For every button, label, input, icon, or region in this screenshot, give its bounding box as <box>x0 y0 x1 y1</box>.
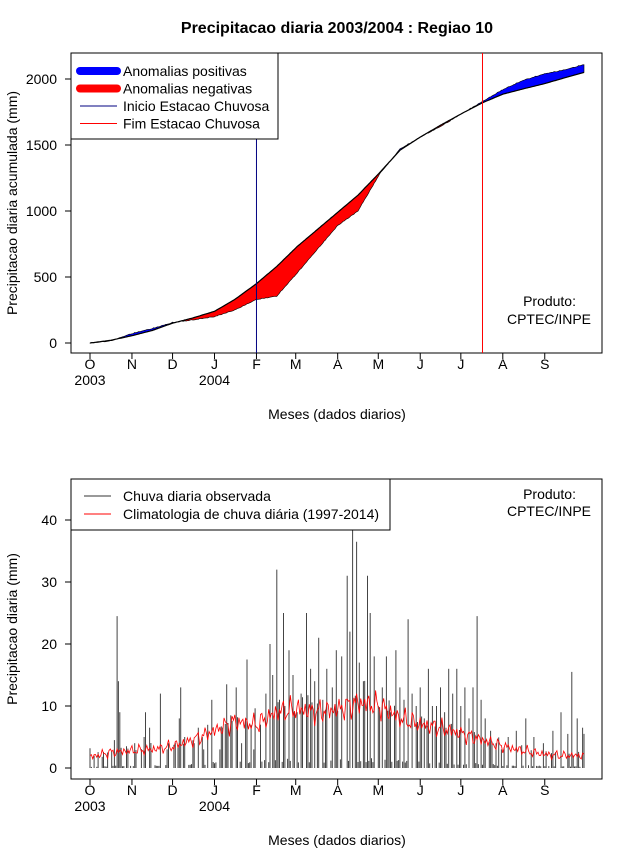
y-axis-label: Precipitacao diaria (mm) <box>4 553 20 705</box>
x-tick-label: M <box>372 782 384 798</box>
product-annotation: CPTEC/INPE <box>507 311 591 327</box>
x-tick-label: D <box>167 356 177 372</box>
y-tick-label: 40 <box>41 512 57 528</box>
negative-anomaly-area <box>176 162 389 323</box>
x-tick-label: J <box>457 356 464 372</box>
chart-title: Precipitacao diaria 2003/2004 : Regiao 1… <box>181 20 493 37</box>
y-tick-label: 0 <box>49 760 57 776</box>
legend-label: Inicio Estacao Chuvosa <box>123 98 270 114</box>
x-tick-label: M <box>290 356 302 372</box>
y-tick-label: 30 <box>41 574 57 590</box>
x-tick-label: J <box>211 356 218 372</box>
accumulated-chart: O N D J F M A M J J A S 2003 2004 Meses (dados diarios… <box>4 52 603 422</box>
x-tick-label: S <box>540 782 549 798</box>
legend-label: Climatologia de chuva diária (1997-2014) <box>123 506 379 522</box>
y-tick-label: 0 <box>49 335 57 351</box>
x-tick-label: S <box>540 356 549 372</box>
x-tick-label: D <box>167 782 177 798</box>
x-tick-label: O <box>85 782 96 798</box>
x-tick-label: J <box>417 356 424 372</box>
legend-label: Chuva diaria observada <box>123 488 271 504</box>
y-tick-label: 10 <box>41 698 57 714</box>
legend: Anomalias positivas Anomalias negativasIn… <box>70 52 279 140</box>
year-label: 2004 <box>199 372 230 388</box>
legend-label: Anomalias positivas <box>123 63 247 79</box>
y-tick-label: 500 <box>34 269 58 285</box>
year-label: 2003 <box>74 798 105 814</box>
legend-label: Fim Estacao Chuvosa <box>123 116 260 132</box>
year-label: 2003 <box>74 372 105 388</box>
product-annotation: Produto: <box>523 486 576 502</box>
product-annotation: CPTEC/INPE <box>507 503 591 519</box>
legend-box <box>70 52 279 140</box>
x-tick-label: A <box>333 356 343 372</box>
x-tick-label: O <box>85 356 96 372</box>
y-axis-label: Precipitacao diaria acumulada (mm) <box>4 91 20 315</box>
x-tick-label: M <box>372 356 384 372</box>
product-annotation: Produto: <box>523 293 576 309</box>
x-tick-label: A <box>333 782 343 798</box>
x-tick-label: M <box>290 782 302 798</box>
x-axis-label: Meses (dados diarios) <box>268 406 406 422</box>
x-tick-label: J <box>457 782 464 798</box>
y-tick-label: 20 <box>41 636 57 652</box>
legend-label: Anomalias negativas <box>123 81 252 97</box>
y-tick-label: 1000 <box>26 203 57 219</box>
climatology-daily-line <box>89 690 585 761</box>
x-tick-label: J <box>211 782 218 798</box>
legend: Chuva diaria observada Climatologia de ch… <box>70 478 391 531</box>
y-tick-label: 2000 <box>26 71 57 87</box>
climatology-line <box>89 71 585 344</box>
x-axis-label: Meses (dados diarios) <box>268 832 406 848</box>
x-tick-label: N <box>127 782 137 798</box>
x-tick-label: F <box>252 356 261 372</box>
legend-box <box>70 478 391 531</box>
x-tick-label: N <box>127 356 137 372</box>
daily-chart: O N D J F M A M J J A S 2003 2004 Meses (dados diarios… <box>4 478 603 848</box>
plot-frame <box>70 52 603 354</box>
y-tick-label: 1500 <box>26 137 57 153</box>
year-label: 2004 <box>199 798 230 814</box>
x-tick-label: F <box>252 782 261 798</box>
x-tick-label: A <box>498 782 508 798</box>
x-tick-label: J <box>417 782 424 798</box>
x-tick-label: A <box>498 356 508 372</box>
